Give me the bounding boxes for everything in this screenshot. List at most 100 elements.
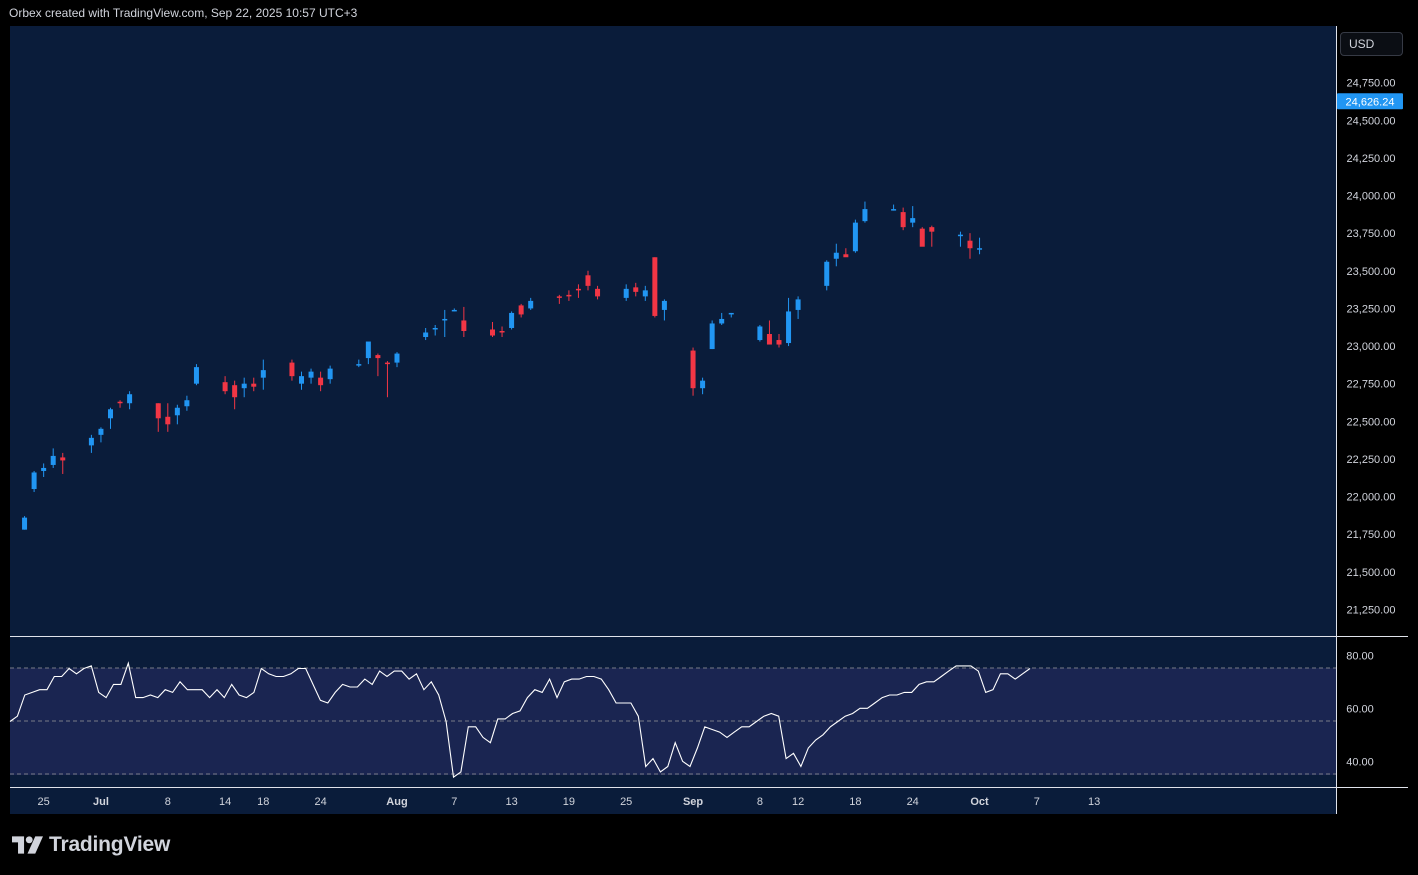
candle-down[interactable]	[900, 212, 906, 228]
candle-down[interactable]	[690, 350, 696, 389]
candle-up[interactable]	[193, 367, 199, 384]
price-scale[interactable]: 24,750.00 24,500.00 24,250.00 24,000.00 23,7…	[1347, 78, 1396, 617]
time-axis[interactable]: 25 Jul 8 14 18 24 Aug 7 13 19 25 Sep 8 12 18 24 Oct 7 13	[38, 796, 1101, 808]
candle-up[interactable]	[98, 428, 104, 435]
candle-down[interactable]	[289, 362, 295, 377]
candle-up[interactable]	[700, 380, 706, 389]
candle-down[interactable]	[843, 254, 849, 258]
candle-up[interactable]	[833, 252, 839, 259]
candle-down[interactable]	[585, 275, 591, 286]
candle-up[interactable]	[41, 467, 47, 471]
candle-up[interactable]	[661, 300, 667, 310]
candle-down[interactable]	[318, 377, 324, 386]
candle-up[interactable]	[327, 368, 333, 380]
candle-down[interactable]	[633, 287, 639, 292]
candle-up[interactable]	[127, 394, 133, 404]
candle-up[interactable]	[910, 218, 916, 223]
candle-up[interactable]	[442, 318, 448, 321]
price-tick-label: 23,500.00	[1347, 266, 1396, 278]
candle-up[interactable]	[786, 311, 792, 344]
candle-up[interactable]	[31, 472, 37, 490]
price-tick-label: 21,750.00	[1347, 529, 1396, 541]
candle-up[interactable]	[795, 299, 801, 310]
candle-up[interactable]	[977, 248, 983, 250]
candle-up[interactable]	[852, 222, 858, 252]
candle-up[interactable]	[824, 261, 830, 286]
candle-down[interactable]	[967, 240, 973, 249]
candle-up[interactable]	[957, 234, 963, 237]
candle-down[interactable]	[117, 401, 123, 404]
candle-down[interactable]	[251, 383, 257, 387]
candle-down[interactable]	[232, 385, 238, 398]
candle-down[interactable]	[490, 329, 495, 336]
tradingview-logo[interactable]: TradingView	[12, 832, 170, 858]
time-tick-label: 12	[792, 796, 804, 808]
candle-up[interactable]	[451, 309, 457, 312]
candle-down[interactable]	[556, 296, 562, 298]
candle-up[interactable]	[260, 370, 266, 378]
candle-down[interactable]	[595, 288, 601, 297]
candle-down[interactable]	[155, 403, 161, 419]
candle-up[interactable]	[88, 437, 94, 446]
price-tick-label: 21,250.00	[1347, 604, 1396, 616]
candle-up[interactable]	[709, 323, 715, 350]
candle-up[interactable]	[108, 409, 113, 419]
candle-down[interactable]	[384, 362, 390, 365]
price-pane-bg[interactable]	[10, 26, 1336, 636]
candle-up[interactable]	[299, 376, 304, 384]
candle-down[interactable]	[518, 305, 524, 315]
candle-up[interactable]	[22, 517, 28, 530]
time-tick-label: 14	[219, 796, 231, 808]
candle-down[interactable]	[575, 288, 581, 291]
candle-up[interactable]	[423, 332, 429, 338]
rsi-series	[9, 661, 1031, 779]
candle-up[interactable]	[184, 400, 190, 407]
candle-up[interactable]	[757, 326, 763, 341]
time-tick-label: Aug	[386, 796, 407, 808]
candle-down[interactable]	[60, 457, 66, 461]
candle-down[interactable]	[222, 382, 228, 392]
last-price-badge	[1337, 93, 1403, 110]
candle-down[interactable]	[776, 340, 782, 345]
candle-up[interactable]	[174, 407, 180, 416]
candle-up[interactable]	[509, 312, 515, 328]
candle-up[interactable]	[394, 353, 400, 363]
price-tick-label: 22,000.00	[1347, 492, 1396, 504]
candle-down[interactable]	[929, 227, 935, 232]
candle-up[interactable]	[719, 318, 725, 324]
candle-up[interactable]	[50, 455, 56, 465]
time-tick-label: 25	[620, 796, 632, 808]
candle-up[interactable]	[623, 288, 629, 298]
price-tick-label: 23,250.00	[1347, 303, 1396, 315]
price-tick-label: 23,000.00	[1347, 341, 1396, 353]
candle-up[interactable]	[365, 341, 371, 359]
candle-down[interactable]	[919, 228, 925, 247]
currency-button[interactable]: USD	[1340, 32, 1403, 56]
candle-up[interactable]	[528, 300, 534, 309]
candle-down[interactable]	[652, 257, 658, 316]
candle-down[interactable]	[165, 416, 171, 425]
rsi-tick-label: 80.00	[1346, 650, 1374, 662]
candle-down[interactable]	[461, 320, 467, 331]
candle-down[interactable]	[499, 331, 505, 333]
time-axis-bg[interactable]	[10, 788, 1336, 814]
candle-up[interactable]	[891, 209, 897, 211]
price-tick-label: 22,500.00	[1347, 416, 1396, 428]
candle-up[interactable]	[432, 327, 438, 330]
tradingview-brand-text: TradingView	[49, 833, 171, 856]
candle-down[interactable]	[566, 294, 572, 297]
candle-up[interactable]	[862, 209, 868, 222]
rsi-scale[interactable]: 80.00 60.00 40.00	[1346, 650, 1374, 768]
candle-up[interactable]	[356, 364, 362, 366]
candle-up[interactable]	[241, 383, 247, 389]
time-tick-label: 13	[1088, 796, 1100, 808]
time-tick-label: 25	[38, 796, 50, 808]
time-tick-label: 13	[505, 796, 517, 808]
candle-down[interactable]	[375, 355, 381, 359]
candle-up[interactable]	[308, 371, 314, 378]
candle-down[interactable]	[766, 334, 772, 345]
candle-up[interactable]	[728, 312, 734, 315]
candle-up[interactable]	[642, 290, 648, 297]
rsi-line[interactable]	[9, 661, 1031, 779]
